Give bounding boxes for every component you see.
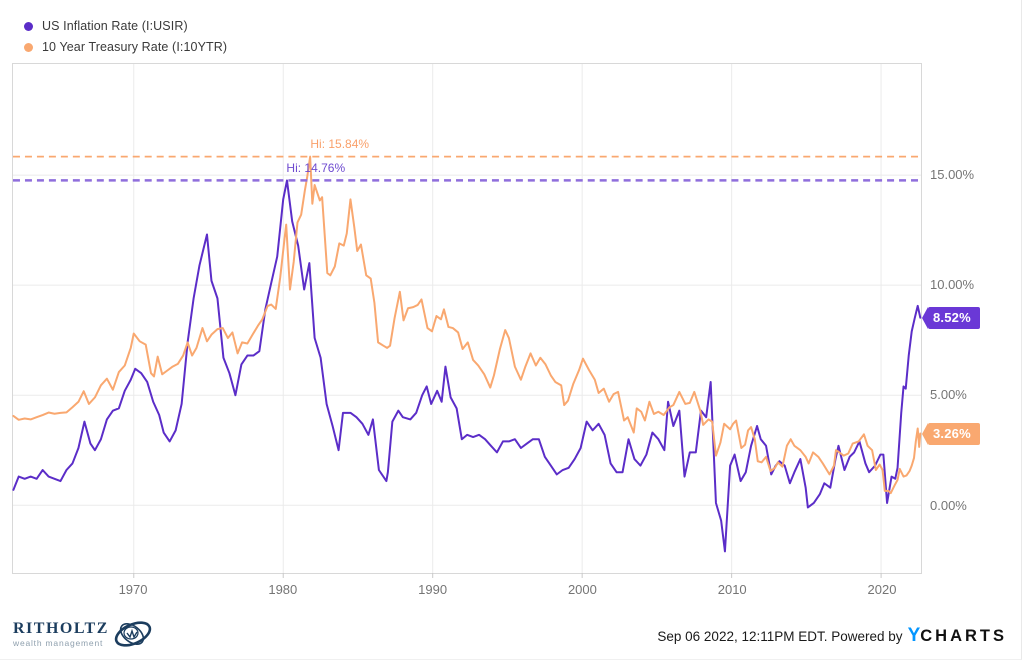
ritholtz-name: RITHOLTZ [13,619,109,637]
x-axis-label: 2010 [717,582,747,597]
hi-annotation-inflation: Hi: 14.76% [286,160,346,175]
legend-label-treasury: 10 Year Treasury Rate (I:10YTR) [42,40,228,54]
footer: RITHOLTZ wealth management Sep 06 2022, … [0,613,1021,659]
value-badge-treasury: 3.26% [922,422,980,445]
legend-label-inflation: US Inflation Rate (I:USIR) [42,19,188,33]
y-axis-label: 5.00% [930,387,967,403]
x-axis-label: 2020 [867,582,897,597]
x-axis-label: 1970 [118,582,148,597]
x-axis-label: 1990 [418,582,448,597]
ycharts-logo: Y CHARTS [907,625,1007,646]
value-badge-inflation: 8.52% [922,306,980,329]
inflation-series-dot-icon [24,21,33,31]
ritholtz-subtitle: wealth management [13,637,104,648]
timestamp-row: Sep 06 2022, 12:11PM EDT. Powered by Y CH… [657,625,1007,647]
ritholtz-logo: RITHOLTZ wealth management [13,616,155,652]
y-axis-label: 10.00% [930,277,975,293]
legend: US Inflation Rate (I:USIR) 10 Year Treas… [24,17,227,56]
timestamp: Sep 06 2022, 12:11PM EDT. Powered by [657,628,903,644]
plot-area [12,63,922,578]
chart-svg [12,64,922,578]
treasury-series-dot-icon [24,42,33,52]
legend-item-treasury: 10 Year Treasury Rate (I:10YTR) [24,38,227,56]
ycharts-y-icon: Y [907,625,921,646]
y-axis-label: 0.00% [930,497,967,513]
y-axis-label: 15.00% [930,166,975,182]
x-axis-label: 1980 [268,582,298,597]
hi-annotation-treasury: Hi: 15.84% [310,137,370,151]
x-axis-label: 2000 [567,582,597,597]
ritholtz-globe-icon [114,621,152,647]
legend-item-inflation: US Inflation Rate (I:USIR) [24,17,227,35]
